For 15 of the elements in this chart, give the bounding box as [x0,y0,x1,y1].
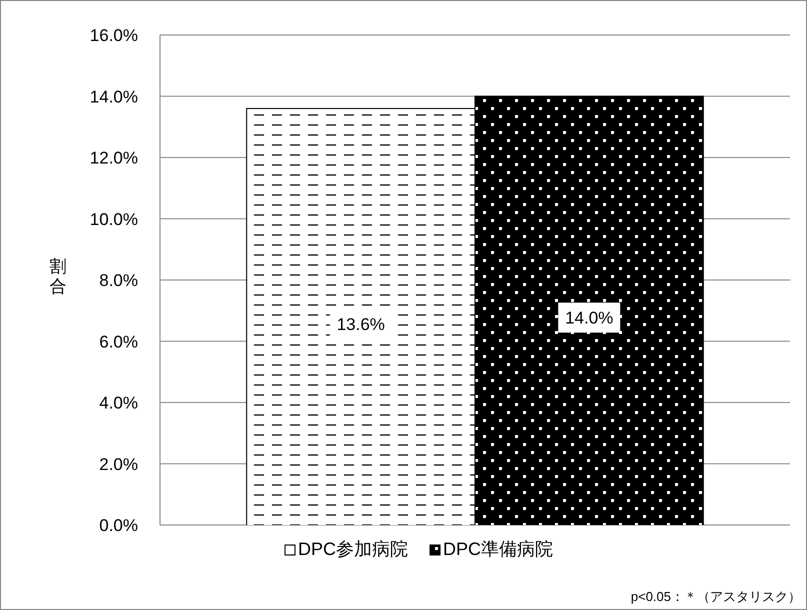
y-tick-label: 16.0% [90,26,138,45]
data-label: 14.0% [565,308,614,328]
y-tick-label: 10.0% [90,210,138,229]
y-axis-title: 割合 [50,257,66,296]
y-tick-label: 6.0% [99,332,138,352]
y-tick-label: 12.0% [90,148,138,168]
legend-label: DPC参加病院 [298,539,408,559]
legend-label: DPC準備病院 [443,539,554,559]
y-tick-label: 14.0% [90,87,138,106]
data-label: 13.6% [336,314,385,334]
text: p<0.05：＊（アスタリスク） [630,589,801,604]
y-tick-label: 2.0% [99,454,138,474]
y-tick-label: 8.0% [99,271,138,290]
y-tick-label: 0.0% [99,516,138,535]
y-tick-label: 4.0% [99,394,138,412]
